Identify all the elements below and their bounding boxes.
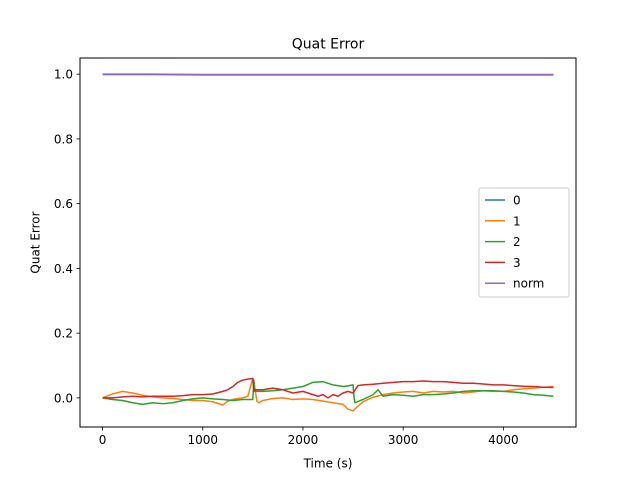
y-tick-label: 0.4	[54, 262, 73, 276]
chart-title: Quat Error	[292, 37, 365, 53]
x-tick-label: 4000	[488, 433, 519, 447]
legend-box	[478, 187, 570, 298]
x-tick-label: 2000	[288, 433, 319, 447]
legend-label-0: 0	[513, 194, 521, 208]
legend-label-norm: norm	[513, 277, 544, 291]
x-axis-label: Time (s)	[303, 457, 353, 471]
plot-frame	[79, 57, 577, 428]
y-tick-label: 1.0	[54, 68, 73, 82]
x-axis-ticks: 0 1000 2000 3000 4000	[99, 427, 519, 447]
series-line-3	[102, 377, 554, 399]
plot-lines	[102, 73, 554, 412]
y-tick-label: 0.0	[54, 391, 73, 405]
x-tick-label: 1000	[187, 433, 218, 447]
legend-label-2: 2	[513, 235, 521, 249]
y-axis-ticks: 0.0 0.2 0.4 0.6 0.8 1.0	[54, 68, 80, 405]
y-tick-label: 0.2	[54, 327, 73, 341]
series-line-1	[102, 377, 554, 412]
series-line-2	[102, 379, 554, 406]
y-tick-label: 0.8	[54, 132, 73, 146]
legend-label-1: 1	[513, 214, 521, 228]
y-axis-label: Quat Error	[29, 211, 43, 273]
x-tick-label: 0	[99, 433, 107, 447]
y-tick-label: 0.6	[54, 197, 73, 211]
legend-label-3: 3	[513, 256, 521, 270]
legend: 0 1 2 3 norm	[478, 187, 570, 298]
x-tick-label: 3000	[388, 433, 419, 447]
